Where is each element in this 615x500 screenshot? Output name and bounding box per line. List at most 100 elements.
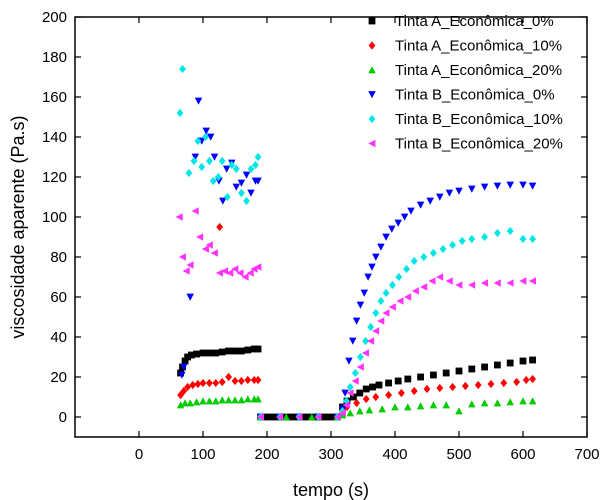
data-point — [445, 277, 453, 285]
legend-marker — [368, 114, 376, 124]
y-tick-label: 160 — [42, 89, 67, 106]
data-point — [407, 207, 415, 215]
data-point — [382, 288, 390, 298]
data-point — [254, 375, 262, 385]
data-point — [244, 346, 252, 354]
data-point — [199, 397, 207, 405]
data-point — [202, 132, 209, 142]
data-point — [327, 413, 335, 421]
y-tick-label: 140 — [42, 129, 67, 146]
data-point — [372, 327, 380, 335]
data-point — [500, 378, 508, 388]
data-point — [529, 356, 536, 364]
data-point — [254, 395, 262, 403]
data-point — [375, 381, 383, 389]
data-point — [206, 133, 215, 141]
data-point — [238, 188, 245, 198]
data-point — [218, 396, 226, 404]
data-point — [223, 192, 231, 202]
data-point — [528, 182, 537, 190]
series-6 — [175, 207, 536, 421]
data-point — [218, 156, 226, 166]
data-point — [218, 348, 226, 356]
data-point — [361, 349, 369, 357]
legend-item: Tinta A_Econômica_10% — [368, 38, 562, 55]
data-point — [468, 281, 476, 289]
data-point — [206, 378, 213, 388]
legend-marker — [368, 17, 376, 25]
legend-item: Tinta B_Econômica_0% — [368, 87, 555, 104]
data-point — [481, 232, 488, 242]
data-point — [341, 389, 349, 397]
data-point — [455, 187, 463, 195]
data-point — [400, 213, 409, 221]
data-point — [366, 337, 375, 345]
y-tick-label: 120 — [42, 169, 67, 186]
data-point — [276, 413, 284, 421]
data-point — [218, 377, 226, 387]
data-point — [199, 349, 207, 357]
data-point — [180, 386, 188, 396]
data-point — [487, 379, 495, 389]
data-point — [314, 413, 322, 421]
y-tick-label: 0 — [59, 409, 67, 426]
data-point — [368, 263, 376, 271]
data-point — [494, 228, 501, 238]
data-point — [522, 375, 530, 385]
data-point — [346, 382, 354, 392]
data-point — [346, 409, 354, 417]
data-point — [528, 397, 537, 405]
legend-marker — [368, 66, 376, 74]
data-point — [186, 399, 194, 407]
data-point — [529, 234, 536, 244]
data-point — [231, 376, 239, 386]
data-point — [403, 264, 410, 274]
data-point — [430, 371, 437, 379]
data-point — [398, 388, 405, 398]
data-point — [372, 392, 380, 402]
data-point — [396, 297, 404, 305]
data-point — [193, 350, 200, 358]
data-point — [394, 377, 402, 385]
legend-label: Tinta B_Econômica_10% — [395, 111, 563, 128]
data-point — [395, 272, 403, 282]
y-tick-label: 200 — [42, 9, 67, 26]
data-point — [188, 351, 195, 359]
x-tick-label: 400 — [382, 446, 407, 463]
data-point — [176, 108, 184, 118]
legend-label: Tinta A_Econômica_20% — [395, 62, 562, 79]
data-point — [192, 398, 201, 406]
data-point — [468, 365, 476, 373]
data-point — [519, 357, 527, 365]
data-point — [468, 185, 476, 193]
data-point — [356, 301, 365, 309]
y-axis-title: viscosidade aparente (Pa.s) — [8, 115, 28, 338]
data-point — [493, 279, 501, 287]
data-point — [356, 389, 364, 397]
data-point — [494, 361, 501, 369]
legend-label: Tinta B_Econômica_20% — [395, 136, 563, 153]
data-point — [391, 403, 399, 411]
data-point — [377, 296, 385, 306]
data-point — [480, 279, 488, 287]
x-tick-label: 200 — [254, 446, 279, 463]
x-axis-title: tempo (s) — [293, 480, 369, 500]
data-point — [252, 160, 259, 170]
data-point — [205, 397, 214, 405]
data-point — [254, 345, 262, 353]
data-point — [382, 309, 390, 317]
data-point — [212, 349, 220, 357]
data-point — [436, 193, 444, 201]
data-point — [194, 136, 202, 146]
axis-ticks: 0 100 200 300 400 500 600 700 0 20 40 60 80 100 120 140… — [42, 9, 600, 463]
data-point — [184, 382, 192, 392]
data-point — [442, 369, 450, 377]
data-point — [519, 181, 527, 189]
data-point — [295, 413, 303, 421]
data-point — [404, 375, 412, 383]
data-point — [420, 283, 428, 291]
data-point — [394, 219, 402, 227]
series-4 — [178, 97, 537, 421]
data-point — [181, 357, 189, 365]
data-point — [430, 248, 437, 258]
